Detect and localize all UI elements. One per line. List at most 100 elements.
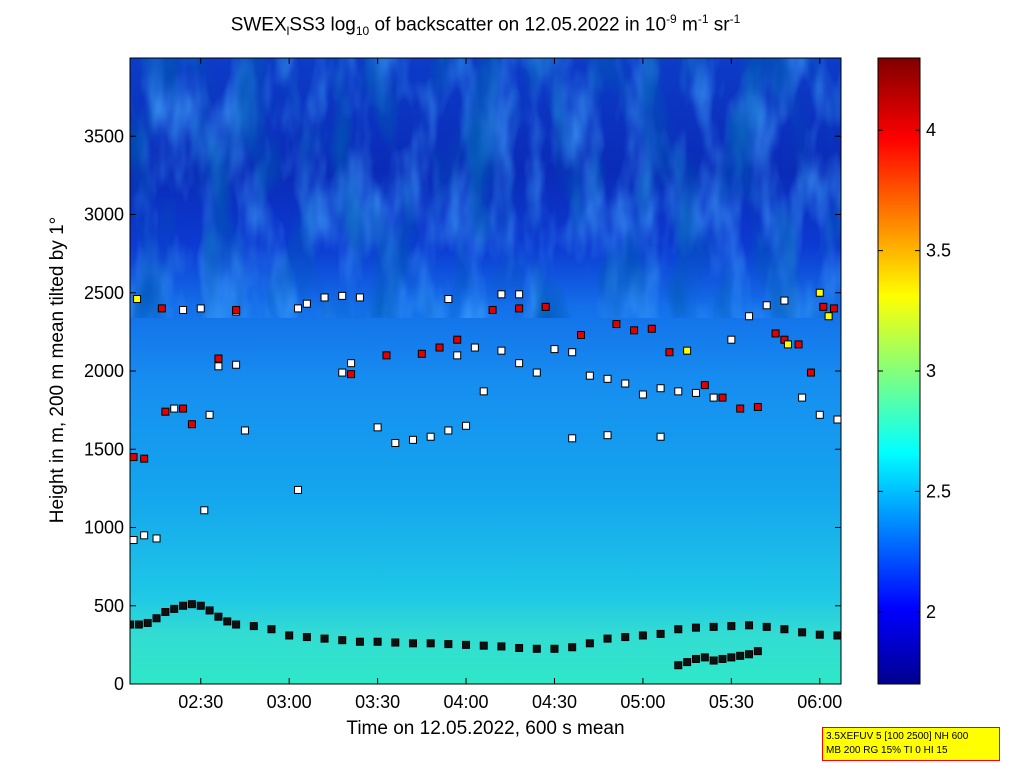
y-tick-label: 2500 — [84, 283, 124, 303]
marker-black-square — [683, 658, 692, 667]
marker-red-square — [612, 320, 621, 329]
marker-white-square — [373, 423, 382, 432]
marker-white-square — [320, 293, 329, 302]
marker-white-square — [426, 432, 435, 441]
info-box: 3.5XEFUV 5 [100 2500] NH 600 MB 200 RG 1… — [822, 727, 1000, 761]
marker-black-square — [691, 623, 700, 632]
colorbar-tick-label: 4 — [926, 120, 936, 140]
marker-white-square — [408, 435, 417, 444]
marker-black-square — [621, 633, 630, 642]
marker-black-square — [709, 622, 718, 631]
marker-black-square — [585, 639, 594, 648]
marker-red-square — [829, 304, 838, 313]
marker-yellow-square — [133, 295, 142, 304]
x-tick-label: 02:30 — [178, 692, 223, 712]
marker-black-square — [656, 629, 665, 638]
marker-yellow-square — [815, 288, 824, 297]
marker-red-square — [515, 304, 524, 313]
marker-white-square — [550, 345, 559, 354]
marker-red-square — [718, 393, 727, 402]
x-axis: 02:30 03:00 03:30 04:00 04:30 05:00 05:30 06:00 — [178, 58, 842, 712]
marker-black-square — [187, 600, 196, 609]
marker-black-square — [373, 637, 382, 646]
marker-white-square — [709, 393, 718, 402]
marker-white-square — [453, 351, 462, 360]
marker-black-square — [815, 630, 824, 639]
marker-black-square — [798, 628, 807, 637]
marker-white-square — [603, 431, 612, 440]
marker-black-square — [355, 637, 364, 646]
marker-yellow-square — [824, 312, 833, 321]
marker-red-square — [541, 302, 550, 311]
marker-white-square — [497, 290, 506, 299]
marker-black-square — [161, 608, 170, 617]
marker-black-square — [718, 654, 727, 663]
marker-black-square — [391, 638, 400, 647]
marker-black-square — [674, 625, 683, 634]
y-tick-label: 1000 — [84, 518, 124, 538]
marker-red-square — [417, 349, 426, 358]
marker-white-square — [585, 371, 594, 380]
info-line-2: MB 200 RG 15% TI 0 HI 15 — [826, 745, 948, 756]
x-axis-label: Time on 12.05.2022, 600 s mean — [346, 718, 625, 739]
marker-black-square — [320, 634, 329, 643]
marker-red-square — [232, 305, 241, 314]
marker-white-square — [479, 387, 488, 396]
marker-black-square — [603, 634, 612, 643]
marker-black-square — [550, 644, 559, 653]
marker-red-square — [700, 381, 709, 390]
marker-white-square — [462, 421, 471, 430]
marker-white-square — [240, 426, 249, 435]
marker-red-square — [753, 402, 762, 411]
marker-white-square — [762, 301, 771, 310]
marker-red-square — [187, 420, 196, 429]
marker-white-square — [798, 393, 807, 402]
marker-red-square — [130, 453, 138, 462]
marker-black-square — [338, 636, 347, 645]
marker-white-square — [294, 304, 303, 313]
title-subscript: l — [286, 24, 290, 39]
marker-red-square — [630, 326, 639, 335]
title-part: SWEX — [230, 14, 287, 36]
marker-red-square — [736, 404, 745, 413]
marker-white-square — [140, 531, 149, 540]
marker-black-square — [753, 647, 762, 656]
y-tick-label: 3000 — [84, 205, 124, 225]
marker-white-square — [603, 374, 612, 383]
marker-white-square — [532, 368, 541, 377]
colorbar-tick-label: 3 — [926, 361, 936, 381]
marker-black-square — [727, 622, 736, 631]
marker-white-square — [515, 359, 524, 368]
marker-black-square — [762, 622, 771, 631]
title-part: m — [676, 14, 698, 36]
marker-white-square — [338, 291, 347, 300]
marker-white-square — [294, 485, 303, 494]
marker-black-square — [745, 650, 754, 659]
marker-black-square — [170, 604, 179, 613]
x-tick-label: 05:00 — [620, 692, 665, 712]
x-tick-label: 06:00 — [797, 692, 842, 712]
colorbar-axis: 2 2.5 3 3.5 4 — [878, 120, 951, 622]
colorbar — [877, 57, 921, 685]
marker-yellow-square — [683, 346, 692, 355]
markers-layer — [130, 288, 841, 670]
title-part: sr — [708, 14, 730, 36]
marker-white-square — [196, 304, 205, 313]
marker-black-square — [745, 621, 754, 630]
marker-white-square — [338, 368, 347, 377]
marker-red-square — [771, 329, 780, 338]
title-superscript: -9 — [666, 12, 677, 26]
x-tick-label: 04:00 — [444, 692, 489, 712]
marker-white-square — [515, 290, 524, 299]
title-subscript: 10 — [355, 24, 370, 39]
y-tick-label: 1500 — [84, 439, 124, 459]
marker-white-square — [302, 299, 311, 308]
marker-red-square — [794, 340, 803, 349]
marker-black-square — [232, 620, 241, 629]
marker-white-square — [355, 293, 364, 302]
marker-white-square — [497, 346, 506, 355]
chart-title: SWEXlSS3 log10 of backscatter on 12.05.2… — [130, 12, 841, 38]
marker-white-square — [621, 379, 630, 388]
marker-black-square — [196, 601, 205, 610]
